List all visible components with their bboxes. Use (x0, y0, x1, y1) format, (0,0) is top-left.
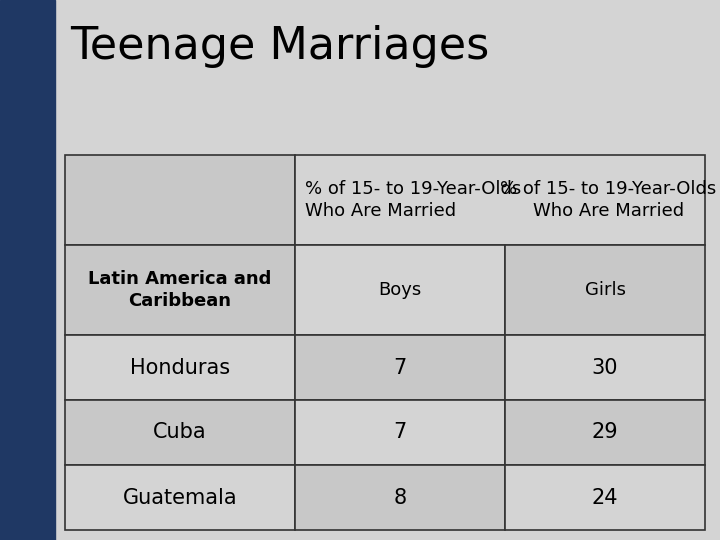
Text: 24: 24 (592, 488, 618, 508)
Text: Girls: Girls (585, 281, 626, 299)
Bar (65, 465, 295, 530)
Text: Latin America and
Caribbean: Latin America and Caribbean (89, 270, 271, 310)
Bar (295, 245, 505, 335)
Bar (505, 335, 705, 400)
Bar (65, 245, 295, 335)
Text: 30: 30 (592, 357, 618, 377)
Text: Teenage Marriages: Teenage Marriages (70, 25, 490, 68)
Bar (295, 155, 705, 245)
Text: Cuba: Cuba (153, 422, 207, 442)
Bar (65, 400, 295, 465)
Text: 29: 29 (592, 422, 618, 442)
Text: 7: 7 (393, 357, 407, 377)
Text: % of 15- to 19-Year-Olds
Who Are Married: % of 15- to 19-Year-Olds Who Are Married (305, 180, 521, 220)
Bar (0, 0, 55, 540)
Bar (295, 335, 505, 400)
Text: Boys: Boys (379, 281, 422, 299)
Text: 8: 8 (393, 488, 407, 508)
Text: % of 15- to 19-Year-Olds
Who Are Married: % of 15- to 19-Year-Olds Who Are Married (500, 180, 716, 220)
Bar (295, 400, 505, 465)
Text: 7: 7 (393, 422, 407, 442)
Bar (65, 335, 295, 400)
Bar (65, 155, 295, 245)
Text: Guatemala: Guatemala (122, 488, 238, 508)
Bar (505, 400, 705, 465)
Bar (505, 245, 705, 335)
Bar (505, 465, 705, 530)
Bar (295, 465, 505, 530)
Text: Honduras: Honduras (130, 357, 230, 377)
